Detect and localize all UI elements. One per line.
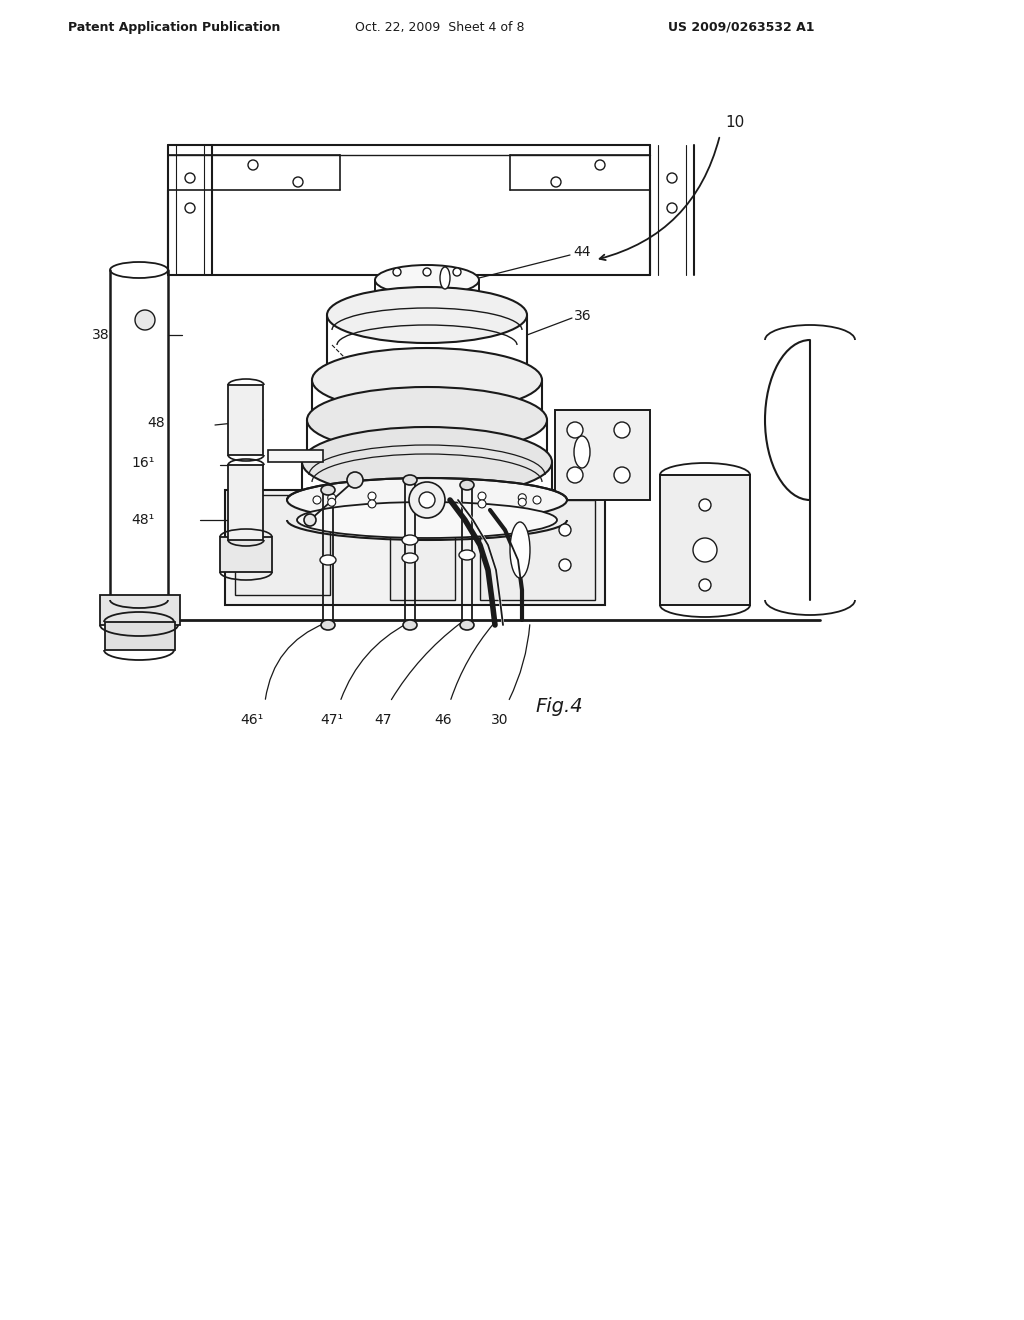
Circle shape — [559, 558, 571, 572]
Circle shape — [393, 268, 401, 276]
Circle shape — [567, 467, 583, 483]
Circle shape — [409, 482, 445, 517]
Circle shape — [614, 467, 630, 483]
Text: Fig.4: Fig.4 — [535, 697, 583, 715]
Circle shape — [185, 173, 195, 183]
Text: 47¹: 47¹ — [321, 713, 344, 727]
Ellipse shape — [319, 554, 336, 565]
Ellipse shape — [307, 387, 547, 453]
Circle shape — [368, 500, 376, 508]
Bar — [480, 500, 595, 601]
Bar — [660, 475, 750, 605]
Circle shape — [567, 422, 583, 438]
Circle shape — [313, 496, 321, 504]
Text: 46: 46 — [434, 713, 452, 727]
Bar — [228, 385, 263, 455]
Text: US 2009/0263532 A1: US 2009/0263532 A1 — [668, 21, 814, 33]
Text: 48¹: 48¹ — [132, 513, 155, 527]
Circle shape — [518, 498, 526, 507]
Bar — [100, 595, 180, 624]
Text: 48: 48 — [147, 416, 165, 430]
Circle shape — [614, 422, 630, 438]
Bar — [228, 465, 263, 540]
Circle shape — [419, 492, 435, 508]
Text: Patent Application Publication: Patent Application Publication — [68, 21, 281, 33]
Ellipse shape — [402, 535, 418, 545]
Ellipse shape — [460, 480, 474, 490]
Circle shape — [699, 499, 711, 511]
Circle shape — [667, 203, 677, 213]
Text: 36: 36 — [574, 309, 592, 323]
Circle shape — [423, 500, 431, 508]
Bar — [390, 490, 455, 601]
Circle shape — [699, 579, 711, 591]
Bar — [555, 411, 650, 500]
Ellipse shape — [375, 265, 479, 294]
Ellipse shape — [297, 502, 557, 539]
Circle shape — [478, 492, 486, 500]
Circle shape — [559, 524, 571, 536]
Text: 10: 10 — [725, 115, 744, 129]
Ellipse shape — [510, 521, 530, 578]
Ellipse shape — [403, 620, 417, 630]
Bar — [225, 490, 605, 605]
Circle shape — [595, 160, 605, 170]
Circle shape — [423, 268, 431, 276]
Circle shape — [518, 494, 526, 502]
Bar — [105, 622, 175, 649]
Circle shape — [667, 173, 677, 183]
Ellipse shape — [402, 553, 418, 564]
Circle shape — [328, 498, 336, 507]
Circle shape — [423, 491, 431, 499]
Circle shape — [347, 473, 362, 488]
Bar — [268, 450, 323, 462]
Ellipse shape — [460, 620, 474, 630]
Circle shape — [534, 496, 541, 504]
Ellipse shape — [321, 620, 335, 630]
Text: 44: 44 — [573, 246, 591, 259]
Text: Oct. 22, 2009  Sheet 4 of 8: Oct. 22, 2009 Sheet 4 of 8 — [355, 21, 524, 33]
Circle shape — [368, 492, 376, 500]
Bar — [220, 537, 272, 572]
Bar — [234, 495, 330, 595]
Ellipse shape — [321, 484, 335, 495]
Text: 16¹: 16¹ — [132, 455, 155, 470]
Ellipse shape — [327, 286, 527, 343]
Circle shape — [248, 160, 258, 170]
Circle shape — [693, 539, 717, 562]
Circle shape — [453, 268, 461, 276]
Ellipse shape — [302, 426, 552, 498]
Ellipse shape — [312, 348, 542, 412]
Ellipse shape — [287, 478, 567, 521]
Text: 47: 47 — [374, 713, 392, 727]
Circle shape — [304, 513, 316, 525]
Ellipse shape — [459, 550, 475, 560]
Circle shape — [185, 203, 195, 213]
Circle shape — [328, 494, 336, 502]
Text: 30: 30 — [492, 713, 509, 727]
Ellipse shape — [403, 475, 417, 484]
Circle shape — [293, 177, 303, 187]
Circle shape — [551, 177, 561, 187]
Text: 46¹: 46¹ — [241, 713, 263, 727]
Circle shape — [478, 500, 486, 508]
Circle shape — [135, 310, 155, 330]
Ellipse shape — [440, 267, 450, 289]
Ellipse shape — [574, 436, 590, 469]
Text: 38: 38 — [92, 327, 110, 342]
